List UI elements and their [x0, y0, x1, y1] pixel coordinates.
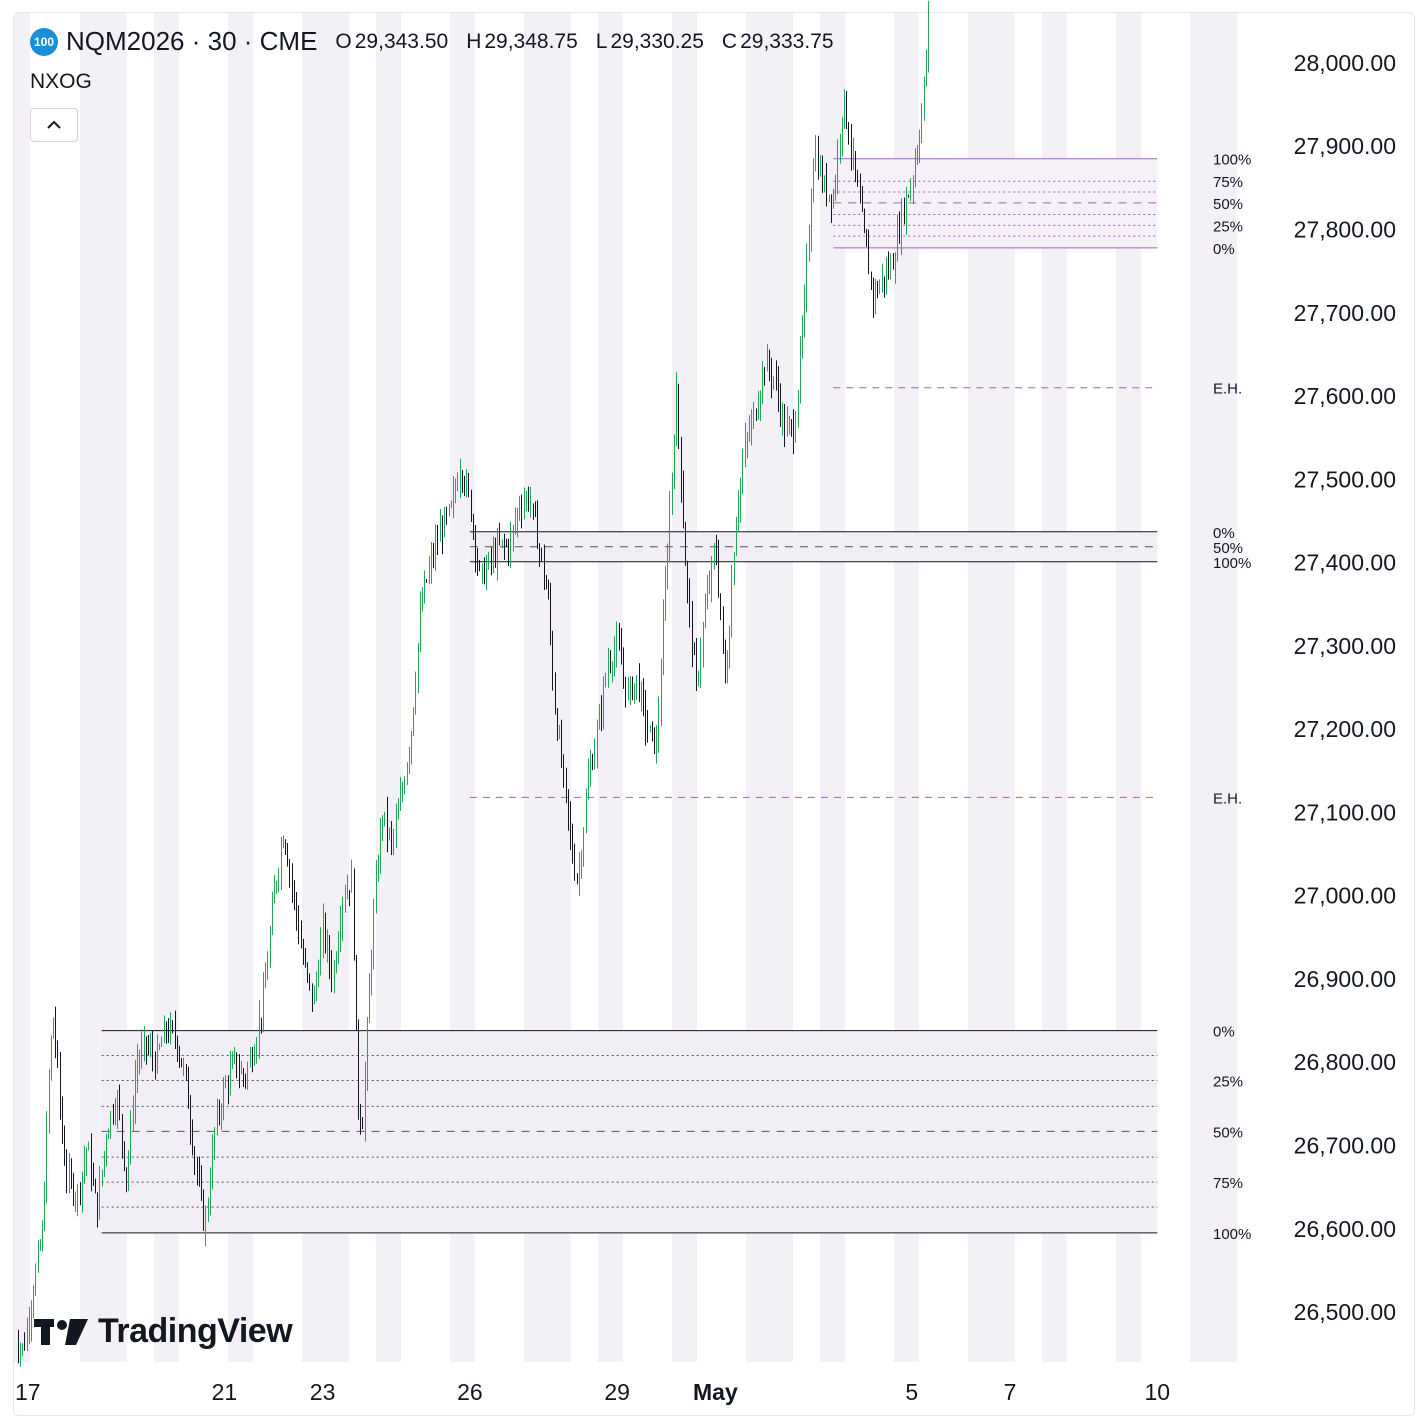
ohlc-open-key: O [335, 29, 352, 53]
fib-level-label: 50% [1213, 1124, 1243, 1141]
price-tick-label: 27,900.00 [1294, 133, 1396, 159]
fib-level-label: 75% [1213, 1175, 1243, 1192]
ohlc-close: C 29,333.75 [722, 30, 834, 54]
fib-level-label: 25% [1213, 218, 1243, 235]
fib-level-label: 100% [1213, 152, 1251, 169]
price-tick-label: 27,400.00 [1294, 550, 1396, 576]
time-axis[interactable]: 17 21 23 26 29 May 5 7 10 [15, 1379, 1170, 1405]
fib-zones: 100%75%50%25%0%0%50%100%0%25%50%75%100%E… [101, 152, 1251, 1243]
session-band [1190, 13, 1237, 1362]
tradingview-logo[interactable]: TradingView [34, 1312, 293, 1351]
fib-level-label: 50% [1213, 540, 1243, 557]
session-band [14, 13, 30, 1362]
price-tick-label: 27,300.00 [1294, 633, 1396, 659]
ohlc-high-key: H [466, 29, 482, 53]
ohlc-low-value: 29,330.25 [610, 29, 704, 53]
price-axis[interactable]: 28,000.00 27,900.00 27,800.00 27,700.00 27,6… [1294, 50, 1396, 1325]
time-tick-label: 23 [310, 1379, 336, 1405]
ohlc-low-key: L [595, 29, 608, 53]
tradingview-logo-text: TradingView [98, 1312, 293, 1350]
price-tick-label: 27,200.00 [1294, 716, 1396, 742]
eh-label: E.H. [1213, 381, 1242, 398]
fib-level-label: 100% [1213, 1226, 1251, 1243]
tradingview-logo-icon [34, 1318, 88, 1345]
fib-level-label: 25% [1213, 1074, 1243, 1091]
fib-level-label: 75% [1213, 174, 1243, 191]
price-tick-label: 27,000.00 [1294, 883, 1396, 909]
price-tick-label: 26,500.00 [1294, 1299, 1396, 1325]
price-tick-label: 26,800.00 [1294, 1049, 1396, 1075]
price-tick-label: 26,900.00 [1294, 966, 1396, 992]
eh-label: E.H. [1213, 790, 1242, 807]
time-tick-label: 10 [1145, 1379, 1171, 1405]
price-tick-label: 27,600.00 [1294, 383, 1396, 409]
time-tick-label: 21 [212, 1379, 238, 1405]
price-tick-label: 27,700.00 [1294, 300, 1396, 326]
chevron-up-icon [47, 120, 61, 129]
fib-level-label: 0% [1213, 1024, 1235, 1041]
ohlc-close-key: C [721, 29, 738, 53]
price-tick-label: 26,700.00 [1294, 1132, 1396, 1158]
time-tick-label: May [693, 1379, 738, 1405]
price-tick-label: 27,800.00 [1294, 217, 1396, 243]
fib-level-label: 0% [1213, 525, 1235, 542]
price-tick-label: 27,100.00 [1294, 799, 1396, 825]
fib-zone-middle-fill [469, 531, 1158, 562]
price-tick-label: 26,600.00 [1294, 1216, 1396, 1242]
ohlc-close-value: 29,333.75 [740, 29, 834, 53]
time-tick-label: 29 [604, 1379, 630, 1405]
collapse-indicators-button[interactable] [30, 108, 78, 142]
indicator-name[interactable]: NXOG [30, 70, 92, 93]
fib-level-label: 0% [1213, 241, 1235, 258]
ohlc-open-value: 29,343.50 [354, 29, 449, 53]
price-tick-label: 27,500.00 [1294, 466, 1396, 492]
fib-level-label: 50% [1213, 196, 1243, 213]
time-tick-label: 5 [905, 1379, 918, 1405]
ohlc-open: O 29,343.50 [335, 30, 448, 54]
chart-frame[interactable] [13, 12, 1415, 1416]
time-tick-label: 17 [15, 1379, 41, 1405]
candlesticks [18, 0, 929, 1367]
price-tick-label: 28,000.00 [1294, 50, 1396, 76]
symbol-title[interactable]: NQM2026 · 30 · CME [66, 26, 318, 56]
ohlc-high: H 29,348.75 [466, 30, 578, 54]
fib-level-label: 100% [1213, 555, 1251, 572]
ohlc-high-value: 29,348.75 [484, 29, 578, 53]
ohlc-low: L 29,330.25 [596, 30, 704, 54]
time-tick-label: 26 [457, 1379, 483, 1405]
symbol-legend[interactable]: 100 NQM2026 · 30 · CME O 29,343.50 H 29,34… [30, 26, 834, 57]
symbol-badge: 100 [30, 27, 58, 56]
time-tick-label: 7 [1004, 1379, 1017, 1405]
